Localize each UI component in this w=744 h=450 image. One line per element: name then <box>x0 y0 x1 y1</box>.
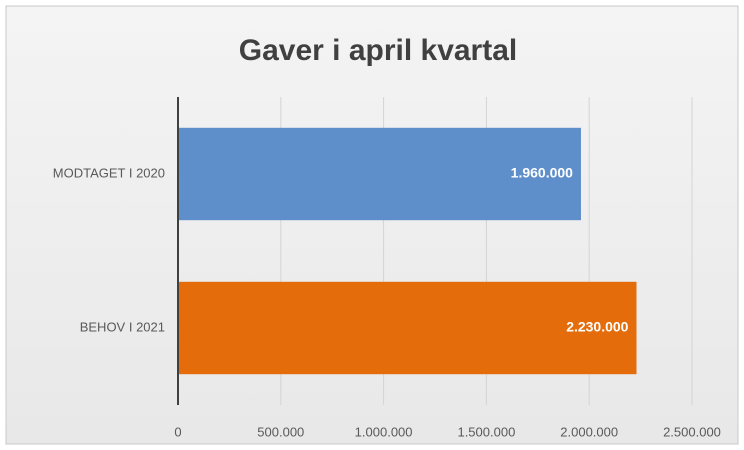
y-tick-label: BEHOV I 2021 <box>80 319 165 334</box>
x-tick-label: 1.500.000 <box>457 424 515 439</box>
chart-title: Gaver i april kvartal <box>239 34 518 67</box>
x-tick-label: 500.000 <box>257 424 304 439</box>
x-tick-label: 0 <box>174 424 181 439</box>
x-tick-label: 2.000.000 <box>560 424 618 439</box>
bar <box>178 281 637 375</box>
value-label: 2.230.000 <box>566 319 628 335</box>
x-tick-label: 2.500.000 <box>663 424 721 439</box>
y-tick-label: MODTAGET I 2020 <box>53 165 165 180</box>
value-label: 1.960.000 <box>511 165 573 181</box>
chart-background <box>5 5 739 445</box>
x-tick-label: 1.000.000 <box>355 424 413 439</box>
bar <box>178 127 581 221</box>
